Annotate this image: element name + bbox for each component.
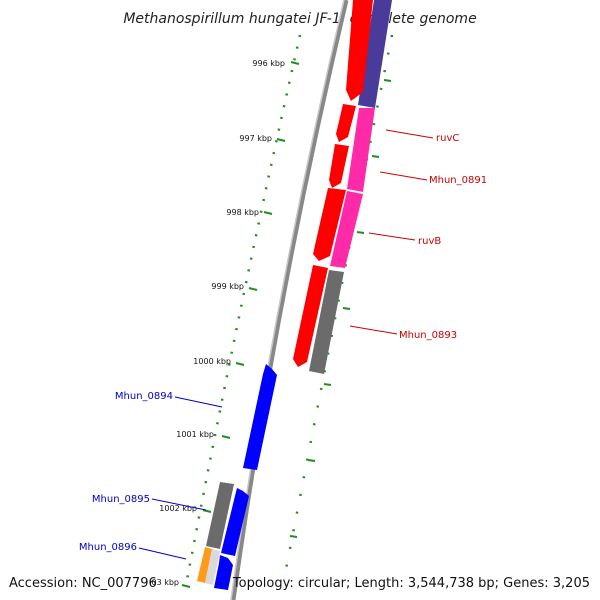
tick-label-1002: 1002 kbp <box>159 504 197 513</box>
tick-999 <box>248 287 258 291</box>
ruler-arcs <box>184 34 394 591</box>
tick-1002 <box>202 509 212 513</box>
reverse-cds <box>214 555 233 590</box>
inner-ruler-arc <box>184 34 302 586</box>
gene-label-ruvB: ruvB <box>418 236 441 247</box>
leader-ruvB <box>368 232 416 241</box>
outer-ruler-arc <box>280 34 394 591</box>
tick-label-998: 998 kbp <box>226 208 259 217</box>
tick-996 <box>290 61 300 65</box>
leader-mhun-0891 <box>379 171 428 181</box>
gene-label-mhun-0893: Mhun_0893 <box>399 330 457 341</box>
gene-label-mhun-0896: Mhun_0896 <box>79 542 137 553</box>
forward-cds <box>336 104 356 142</box>
gene-block-light <box>205 549 220 585</box>
tick-1000 <box>235 362 245 366</box>
backbone-line <box>230 0 349 600</box>
outer-tick <box>323 383 332 386</box>
accession-text: Accession: NC_007796 <box>9 576 157 591</box>
forward-cds <box>329 144 349 188</box>
tick-998 <box>263 211 273 215</box>
outer-tick <box>371 155 380 158</box>
forward-cds <box>293 265 328 367</box>
reverse-cds <box>221 488 249 556</box>
footer-left-bg <box>0 572 150 594</box>
gene-block-magenta <box>330 191 363 268</box>
forward-cds <box>313 188 346 261</box>
gene-block-purple <box>358 0 392 108</box>
outer-tick <box>289 535 298 538</box>
gene-label-mhun-0894: Mhun_0894 <box>115 391 173 402</box>
outer-tick <box>383 79 392 82</box>
forward-cds-track <box>293 0 373 367</box>
leader-mhun-0896 <box>138 547 187 560</box>
outer-tick <box>307 459 316 462</box>
tick-1003 <box>181 584 191 588</box>
forward-gene-labels: ruvC Mhun_0891 ruvB Mhun_0893 <box>349 129 487 341</box>
reverse-gene-labels: Mhun_0894 Mhun_0895 Mhun_0896 <box>79 391 223 560</box>
reverse-cds-track <box>214 364 277 590</box>
tick-997 <box>276 138 286 142</box>
footer-right-bg <box>258 572 600 594</box>
reverse-category-track <box>197 482 234 585</box>
gene-label-ruvC: ruvC <box>436 133 459 144</box>
leader-mhun-0893 <box>349 325 398 335</box>
forward-cds <box>346 0 373 101</box>
tick-label-1003: 1003 kbp <box>141 578 179 587</box>
genome-stats-text: Topology: circular; Length: 3,544,738 bp… <box>232 576 590 591</box>
tick-label-1000: 1000 kbp <box>193 357 231 366</box>
leader-mhun-0895 <box>151 498 207 511</box>
gene-block-magenta <box>347 108 375 192</box>
category-track <box>309 0 392 374</box>
tick-label-1001: 1001 kbp <box>176 430 214 439</box>
tick-label-996: 996 kbp <box>252 59 285 68</box>
outer-tick <box>356 231 365 234</box>
gene-label-mhun-0891: Mhun_0891 <box>429 175 487 186</box>
ruler-ticks: 996 kbp 997 kbp 998 kbp 999 kbp 1000 kbp… <box>141 59 392 588</box>
map-title: Methanospirillum hungatei JF-1, complete… <box>123 11 476 27</box>
gene-label-mhun-0895: Mhun_0895 <box>92 494 150 505</box>
leader-ruvC <box>385 129 434 139</box>
leader-mhun-0894 <box>174 396 223 408</box>
outer-tick <box>342 307 351 310</box>
tick-1001 <box>221 435 231 439</box>
tick-label-997: 997 kbp <box>239 134 272 143</box>
gene-block-gray <box>309 270 344 374</box>
reverse-cds <box>243 364 277 470</box>
tick-label-999: 999 kbp <box>211 282 244 291</box>
gene-block-orange <box>197 547 212 583</box>
gene-block-gray <box>206 482 234 549</box>
